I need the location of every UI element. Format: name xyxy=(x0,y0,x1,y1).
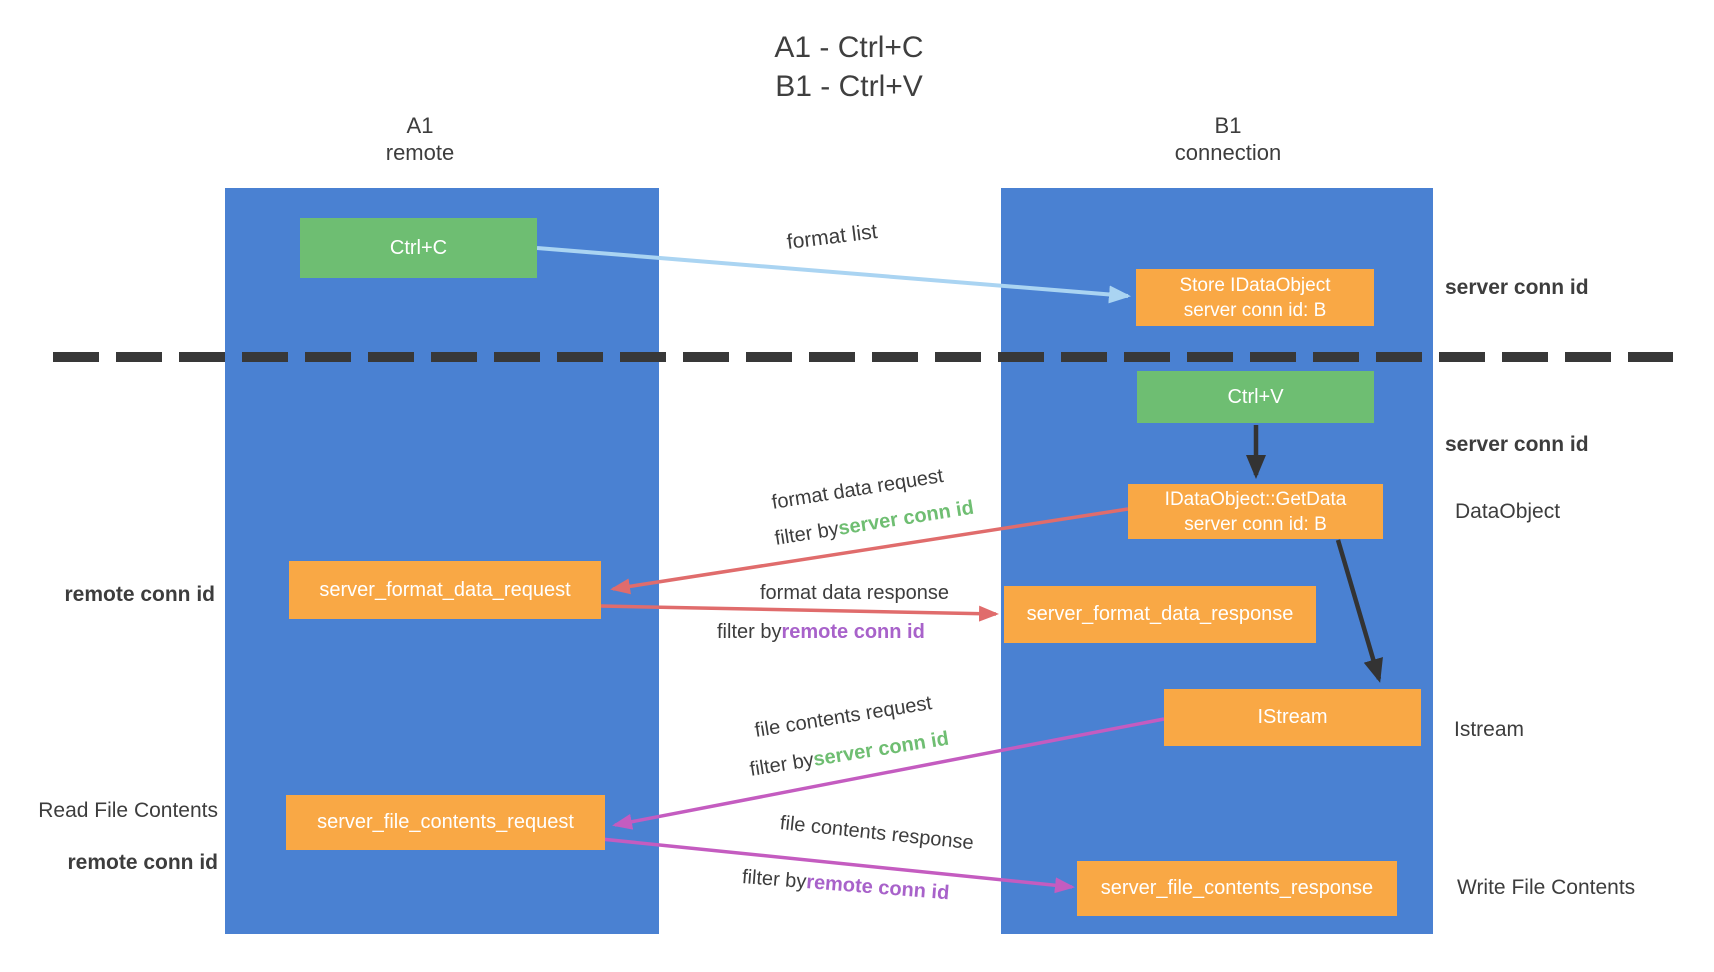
format-data-response-arrow-label: format data response xyxy=(760,582,949,604)
write-file-contents-side-label: Write File Contents xyxy=(1457,876,1636,899)
format-data-response-arrow xyxy=(600,604,999,622)
title-line-1: A1 - Ctrl+C xyxy=(774,31,924,64)
ctrl-v-box: Ctrl+V xyxy=(1137,371,1374,423)
store-idataobject-line2: server conn id: B xyxy=(1183,299,1327,321)
istream-box: IStream xyxy=(1164,689,1421,746)
idataobject-getdata-box: IDataObject::GetData server conn id: B xyxy=(1128,484,1383,539)
server-file-contents-request-label: server_file_contents_request xyxy=(317,811,574,833)
getdata-line1: IDataObject::GetData xyxy=(1164,488,1347,510)
remote-conn-id-text: remote conn id xyxy=(781,621,925,643)
server-conn-id-text: server conn id xyxy=(836,496,976,540)
store-idataobject-box: Store IDataObject server conn id: B xyxy=(1136,269,1374,326)
title-line-2: B1 - Ctrl+V xyxy=(775,70,923,103)
istream-box-label: IStream xyxy=(1257,706,1328,728)
lane-a-subtitle: remote xyxy=(385,140,455,165)
server-file-contents-response-box: server_file_contents_response xyxy=(1077,861,1397,916)
lane-b-subtitle: connection xyxy=(1174,140,1282,165)
diagram-title: A1 - Ctrl+C B1 - Ctrl+V xyxy=(599,28,1099,106)
server-format-data-request-label: server_format_data_request xyxy=(319,578,571,601)
format-list-arrow-label: format list xyxy=(785,219,879,254)
lane-b-name: B1 xyxy=(1214,113,1242,138)
server-conn-id-side-label-mid: server conn id xyxy=(1445,433,1589,456)
lane-b-header: B1 connection xyxy=(1128,112,1328,166)
server-file-contents-request-box: server_file_contents_request xyxy=(286,795,605,850)
remote-conn-id-side-label-top: remote conn id xyxy=(64,583,215,606)
dataobject-side-label: DataObject xyxy=(1455,500,1561,523)
ctrl-c-label: Ctrl+C xyxy=(389,236,448,259)
file-contents-response-arrow-label: file contents response xyxy=(778,812,975,855)
filter-by-text: filter by xyxy=(717,621,782,643)
copy-paste-divider-dashed-line xyxy=(53,352,1673,362)
store-idataobject-line1: Store IDataObject xyxy=(1179,274,1331,296)
read-file-contents-side-label: Read File Contents xyxy=(38,799,218,822)
getdata-line2: server conn id: B xyxy=(1184,513,1327,535)
remote-conn-id-side-label-bottom: remote conn id xyxy=(67,851,218,874)
remote-conn-id-text: remote conn id xyxy=(805,871,951,905)
lane-a-name: A1 xyxy=(406,113,434,138)
server-conn-id-text: server conn id xyxy=(811,727,951,771)
ctrl-v-label: Ctrl+V xyxy=(1227,385,1284,408)
filter-by-remote-conn-id-label-1: filter byremote conn id xyxy=(717,621,925,644)
server-format-data-request-box: server_format_data_request xyxy=(289,561,601,619)
server-format-data-response-label: server_format_data_response xyxy=(1026,603,1294,625)
istream-side-label: Istream xyxy=(1454,718,1525,741)
server-format-data-response-box: server_format_data_response xyxy=(1004,586,1316,643)
ctrl-c-box: Ctrl+C xyxy=(300,218,537,278)
lane-a-header: A1 remote xyxy=(320,112,520,166)
server-file-contents-response-label: server_file_contents_response xyxy=(1100,877,1374,899)
filter-by-text: filter by xyxy=(741,866,808,894)
filter-by-text: filter by xyxy=(748,749,816,781)
server-conn-id-side-label-top: server conn id xyxy=(1445,276,1589,299)
filter-by-text: filter by xyxy=(773,518,841,550)
filter-by-remote-conn-id-label-2: filter byremote conn id xyxy=(741,866,950,905)
